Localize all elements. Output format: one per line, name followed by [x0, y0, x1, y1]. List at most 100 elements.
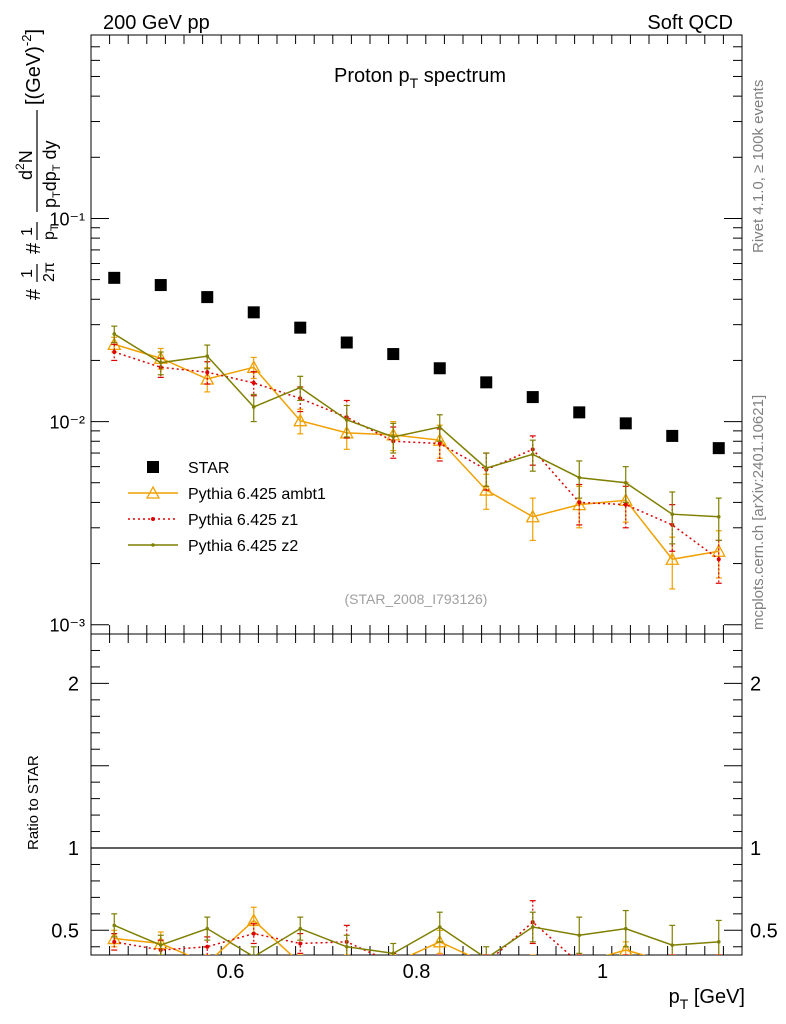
ratio-point-z2	[112, 923, 117, 928]
ratio-point-z1	[251, 931, 256, 936]
x-tick-label: 0.6	[217, 961, 245, 983]
ratio-point-z1	[391, 961, 395, 965]
ratio-point-z2	[205, 926, 210, 931]
y-tick-label: 10⁻³	[49, 616, 85, 636]
header-left: 200 GeV pp	[103, 12, 210, 34]
ratio-plot-frame	[90, 633, 743, 956]
svg-text:1: 1	[19, 227, 36, 236]
ratio-point-z2	[716, 940, 721, 944]
series-line-z2	[113, 333, 719, 518]
ratio-point-ambt1	[294, 957, 306, 968]
data-point-star	[154, 279, 167, 292]
legend-entry-star: STAR	[147, 460, 229, 477]
ratio-point-ambt1	[341, 957, 353, 968]
rivet-label: Rivet 4.1.0, ≥ 100k events	[750, 80, 767, 253]
svg-text:2π: 2π	[41, 262, 58, 282]
data-point-z2	[158, 360, 163, 365]
ratio-series-layer	[107, 900, 725, 968]
ratio-line-ambt1	[114, 919, 646, 955]
ratio-y-tick-label-right: 2	[750, 673, 761, 695]
ratio-axis-ticks: 0.5 0.5 1 1 2 2 0.6 0.8 1	[51, 633, 778, 983]
ratio-point-z2	[298, 926, 303, 931]
legend-marker-z1	[151, 517, 155, 521]
ratio-point-ambt1	[480, 957, 492, 968]
data-point-z1	[437, 441, 442, 446]
legend-entry-ambt1: Pythia 6.425 ambt1	[128, 485, 326, 503]
data-point-z2	[344, 418, 349, 422]
ratio-y-tick-label: 2	[68, 673, 79, 695]
legend-label: Pythia 6.425 z1	[188, 512, 298, 529]
data-point-star	[480, 376, 493, 389]
data-point-z2	[112, 332, 117, 336]
data-point-z2	[205, 354, 210, 358]
ratio-point-z1	[624, 961, 628, 965]
data-point-z2	[437, 425, 442, 429]
y-tick-label: 10⁻¹	[49, 209, 85, 229]
svg-text:pTdpT dy: pTdpT dy	[40, 140, 63, 208]
ratio-point-z2	[158, 943, 163, 947]
legend-label: Pythia 6.425 z2	[188, 538, 298, 555]
data-point-z2	[577, 475, 582, 480]
legend-marker-star	[147, 461, 159, 473]
series-star	[108, 271, 725, 455]
data-point-z1	[205, 370, 210, 375]
ratio-point-z2	[530, 925, 535, 929]
data-point-star	[201, 291, 214, 304]
ratio-y-tick-label: 0.5	[51, 920, 79, 942]
ratio-y-tick-label: 1	[68, 838, 79, 860]
ratio-point-ambt1	[619, 942, 633, 955]
ratio-point-ambt1	[527, 957, 539, 968]
ratio-point-ambt1	[713, 957, 725, 968]
ratio-series-z2	[111, 909, 722, 960]
ratio-point-z2	[484, 956, 488, 960]
x-axis-label: pT [GeV]	[669, 986, 745, 1012]
main-axis-ticks: 10⁻³ 10⁻² 10⁻¹	[49, 34, 743, 636]
analysis-watermark: (STAR_2008_I793126)	[345, 591, 488, 607]
data-point-star	[619, 417, 632, 430]
data-point-star	[340, 336, 353, 349]
data-point-ambt1	[293, 413, 308, 427]
data-point-z2	[484, 466, 489, 470]
legend-marker-ambt1	[145, 485, 161, 499]
data-point-z2	[251, 405, 256, 409]
ratio-point-z1	[577, 961, 581, 965]
data-point-z2	[298, 385, 303, 390]
ratio-point-z1	[717, 961, 721, 965]
ratio-point-ambt1	[387, 957, 399, 968]
data-point-star	[247, 306, 260, 319]
data-point-z1	[577, 500, 582, 505]
data-point-z2	[623, 480, 628, 485]
ratio-point-z2	[437, 925, 442, 929]
legend-label: Pythia 6.425 ambt1	[188, 486, 326, 503]
data-point-ambt1	[711, 543, 726, 557]
ratio-point-z1	[298, 941, 303, 946]
ratio-point-ambt1	[666, 957, 678, 968]
ratio-point-z1	[484, 961, 488, 965]
ratio-y-tick-label-right: 0.5	[750, 920, 778, 942]
ratio-line-z2	[113, 924, 719, 955]
data-point-star	[526, 391, 539, 404]
data-point-star	[387, 348, 400, 361]
plot-title: Proton pT spectrum	[334, 65, 506, 91]
data-point-ambt1	[665, 551, 680, 565]
data-point-z1	[623, 502, 628, 507]
data-point-star	[712, 442, 725, 455]
data-point-star	[573, 406, 586, 419]
main-series-layer	[107, 271, 726, 590]
ratio-point-z2	[623, 926, 628, 931]
ratio-point-z2	[253, 954, 255, 955]
data-point-z2	[391, 435, 396, 439]
ratio-y-tick-label-right: 1	[750, 838, 761, 860]
header-right: Soft QCD	[647, 12, 733, 34]
data-point-star	[433, 362, 446, 375]
ratio-y-axis-label: Ratio to STAR	[25, 755, 42, 850]
legend-entry-z1: Pythia 6.425 z1	[128, 512, 298, 529]
data-point-z2	[670, 512, 675, 516]
series-line-ambt1	[114, 343, 719, 561]
data-point-ambt1	[525, 509, 540, 523]
data-point-z1	[716, 557, 721, 562]
x-tick-label: 1	[597, 961, 608, 983]
legend: STAR Pythia 6.425 ambt1 Pythia 6.425 z1 Pyt…	[128, 460, 326, 555]
data-point-z1	[112, 350, 117, 355]
y-tick-label: 10⁻²	[49, 413, 85, 433]
